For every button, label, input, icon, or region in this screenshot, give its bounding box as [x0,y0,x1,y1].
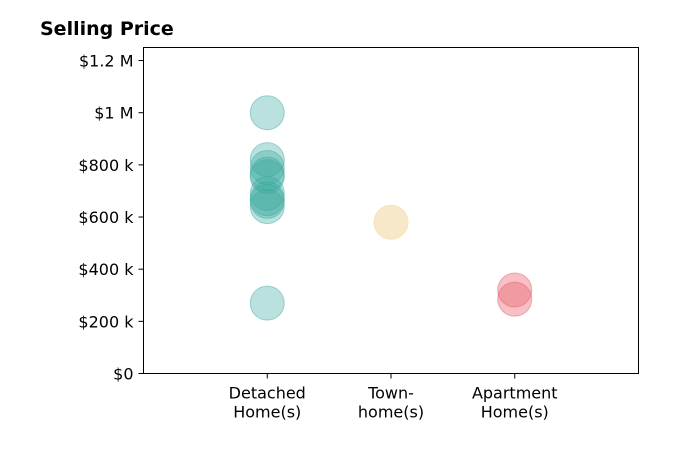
data-point [249,142,285,178]
y-tick-label: $600 k [78,208,134,227]
x-tick-label: Detached Home(s) [229,384,306,422]
x-tick-label-line: Home(s) [233,403,301,422]
data-points [249,95,533,321]
data-point [249,149,285,185]
data-point [497,272,533,308]
y-tick-label: $200 k [78,312,134,331]
data-point [249,285,285,321]
y-axis: $0 $200 k $400 k $600 k $800 k $1 M $1.2 M [78,52,144,384]
x-tick-label-line: Town- [367,384,414,403]
x-tick-label: Apartment Home(s) [472,384,558,422]
x-tick-label-line: Home(s) [481,403,549,422]
x-axis: Detached Home(s)Town-home(s)Apartment Home… [229,373,558,422]
chart-title: Selling Price [40,18,174,40]
data-point [373,204,409,240]
y-tick-label: $400 k [78,260,134,279]
data-point [249,176,285,212]
data-point [249,159,285,195]
data-point [249,95,285,131]
y-tick-label: $1.2 M [79,52,134,71]
data-point [249,189,285,225]
x-tick-label-line: home(s) [358,403,424,422]
x-tick-label: Town-home(s) [358,384,424,422]
y-tick-label: $1 M [94,104,133,123]
y-tick-label: $0 [113,365,133,384]
data-point [249,181,285,217]
data-point [249,156,285,192]
data-point [497,281,533,317]
data-point [249,183,285,219]
y-tick-label: $800 k [78,156,134,175]
x-tick-label-line: Detached [229,384,306,403]
x-tick-label-line: Apartment [472,384,558,403]
